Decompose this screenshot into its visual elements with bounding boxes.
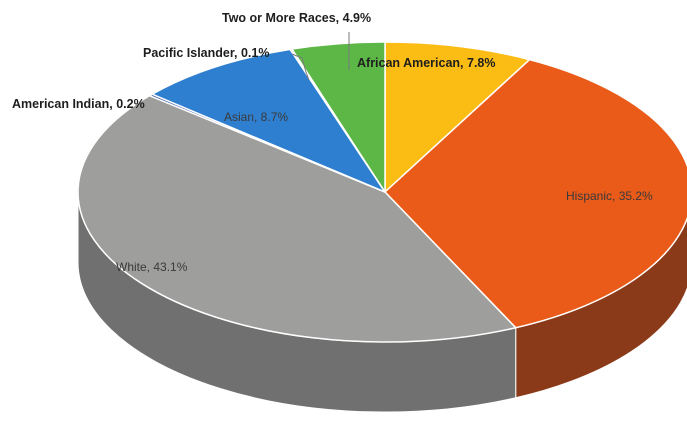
label-white: White, 43.1% xyxy=(116,260,188,274)
pie-slice-two-or-more-races xyxy=(291,41,386,193)
pie-slice-asian xyxy=(151,48,386,193)
label-pacific-islander: Pacific Islander, 0.1% xyxy=(143,46,269,60)
label-african-american: African American, 7.8% xyxy=(357,56,495,70)
pie-slice-hispanic xyxy=(384,58,687,329)
pie-slice-african-american xyxy=(384,41,531,193)
pie-top-faces xyxy=(77,41,687,343)
label-asian: Asian, 8.7% xyxy=(224,110,288,124)
label-hispanic: Hispanic, 35.2% xyxy=(566,189,653,203)
label-two-or-more-races: Two or More Races, 4.9% xyxy=(222,11,371,25)
label-american-indian: American Indian, 0.2% xyxy=(12,97,145,111)
leader-line-pacific-islander xyxy=(291,53,310,81)
pie-slice-white xyxy=(77,94,517,343)
